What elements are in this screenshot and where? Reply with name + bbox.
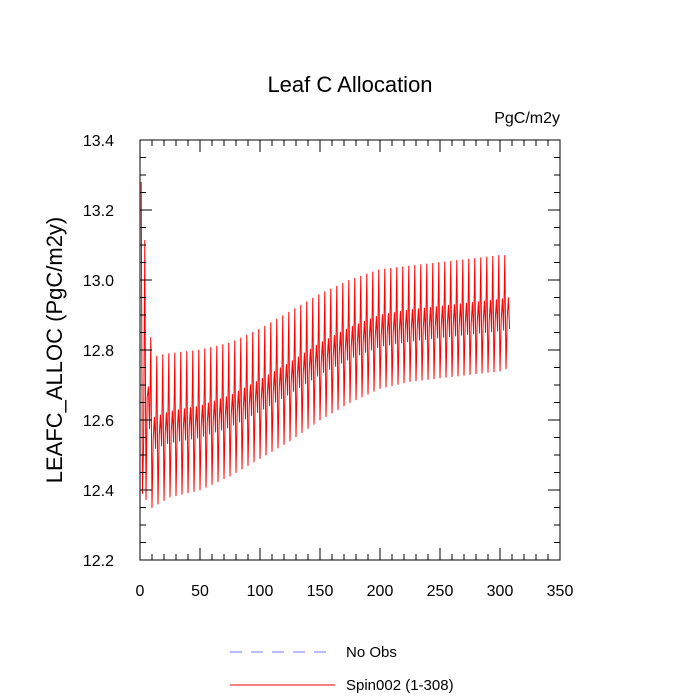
x-tick-label: 0 bbox=[136, 583, 145, 600]
plot-area bbox=[140, 181, 511, 508]
y-tick-label: 12.4 bbox=[83, 483, 114, 500]
y-tick-label: 13.2 bbox=[83, 203, 114, 220]
y-axis-label: LEAFC_ALLOC (PgC/m2y) bbox=[42, 217, 67, 484]
units-label: PgC/m2y bbox=[494, 110, 560, 127]
y-tick-label: 12.8 bbox=[83, 343, 114, 360]
x-tick-label: 100 bbox=[247, 583, 274, 600]
x-tick-label: 50 bbox=[191, 583, 209, 600]
y-tick-label: 12.6 bbox=[83, 413, 114, 430]
series-line-spin002 bbox=[140, 181, 511, 508]
legend-label-no-obs: No Obs bbox=[346, 644, 397, 661]
legend-label-spin002: Spin002 (1-308) bbox=[346, 677, 454, 694]
x-tick-label: 300 bbox=[487, 583, 514, 600]
y-tick-label: 12.2 bbox=[83, 553, 114, 570]
x-tick-label: 350 bbox=[547, 583, 574, 600]
legend: No Obs Spin002 (1-308) bbox=[230, 644, 454, 694]
y-tick-label: 13.4 bbox=[83, 133, 114, 150]
chart-title: Leaf C Allocation bbox=[267, 72, 432, 97]
x-tick-label: 250 bbox=[427, 583, 454, 600]
axes: 0 50 100 150 200 250 300 350 12.2 12.4 12.6 12.8 13.… bbox=[83, 133, 574, 600]
x-tick-label: 150 bbox=[307, 583, 334, 600]
y-tick-label: 13.0 bbox=[83, 273, 114, 290]
x-tick-label: 200 bbox=[367, 583, 394, 600]
plot-frame bbox=[139, 139, 561, 561]
